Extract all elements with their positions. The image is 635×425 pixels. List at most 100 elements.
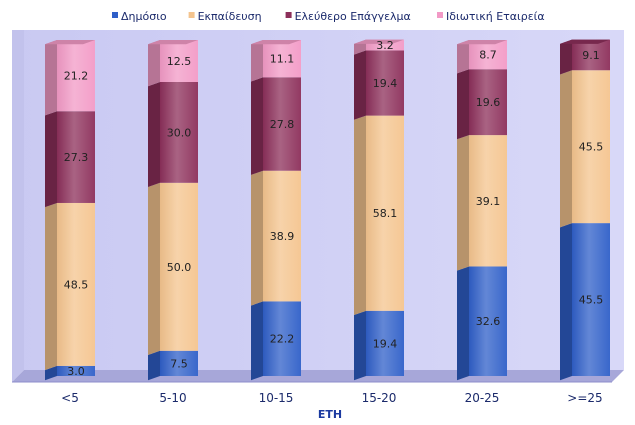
legend: Δημόσιο Εκπαίδευση Ελεύθερο Επάγγελμα Ιδιωτ…	[112, 10, 545, 23]
bar	[57, 365, 95, 376]
svg-text:7.5: 7.5	[170, 357, 188, 370]
bar-segment-4	[148, 40, 198, 87]
data-label: 45.5	[579, 294, 604, 307]
legend-swatch	[285, 12, 292, 18]
legend-swatch	[112, 12, 118, 18]
data-label: 45.5	[579, 141, 604, 154]
bar-segment-3	[45, 111, 95, 208]
bar	[57, 202, 95, 366]
legend-label: Εκπαίδευση	[198, 10, 262, 23]
bar-segment-2	[45, 202, 95, 371]
bar-segment-1	[45, 365, 95, 381]
x-axis: <5 5-10 10-15 15-20 20-25 >=25 ΕΤΗ	[61, 391, 603, 421]
bar-column-3	[251, 40, 301, 381]
x-tick-label: 5-10	[159, 391, 186, 405]
bar-segment-4	[251, 40, 301, 82]
bar	[263, 40, 301, 78]
bar	[160, 350, 198, 376]
svg-text:19.4: 19.4	[373, 337, 398, 350]
data-label: 30.0	[167, 126, 192, 139]
x-tick-label: 15-20	[362, 391, 397, 405]
legend-item-1: Δημόσιο	[112, 10, 167, 23]
legend-label: Δημόσιο	[121, 10, 167, 23]
bar-segment-1	[251, 301, 301, 381]
data-label: 58.1	[373, 207, 398, 220]
data-label: 27.8	[270, 118, 295, 131]
bar	[572, 39, 610, 71]
data-label: 38.9	[270, 230, 295, 243]
data-label: 39.1	[476, 195, 501, 208]
bar-top-cap	[560, 39, 610, 44]
x-axis-title: ΕΤΗ	[318, 408, 342, 421]
data-label: 19.4	[373, 77, 398, 90]
bar-segment-1	[560, 223, 610, 381]
x-tick-label: 10-15	[259, 391, 294, 405]
bar-segment-2	[560, 70, 610, 228]
svg-text:58.1: 58.1	[373, 207, 398, 220]
bar-top-cap	[457, 40, 507, 45]
legend-item-4: Ιδιωτική Εταιρεία	[437, 10, 545, 23]
data-label: 48.5	[64, 278, 89, 291]
bar-segment-3	[148, 82, 198, 187]
bar	[469, 40, 507, 70]
bar	[572, 223, 610, 376]
svg-text:21.2: 21.2	[64, 70, 89, 83]
bar	[160, 82, 198, 183]
svg-text:12.5: 12.5	[167, 55, 192, 68]
bar-segment-1	[354, 310, 404, 381]
legend-swatch	[437, 12, 443, 18]
data-label: 27.3	[64, 151, 89, 164]
data-label: 3.2	[376, 39, 394, 52]
bar	[263, 170, 301, 302]
x-tick-label: <5	[61, 391, 79, 405]
svg-text:3.2: 3.2	[376, 39, 394, 52]
svg-text:50.0: 50.0	[167, 261, 192, 274]
bar	[160, 40, 198, 82]
svg-text:38.9: 38.9	[270, 230, 295, 243]
bar-segment-4	[45, 40, 95, 116]
bar-column-4	[354, 39, 404, 381]
bar-segment-2	[251, 170, 301, 306]
svg-text:45.5: 45.5	[579, 141, 604, 154]
data-label: 12.5	[167, 55, 192, 68]
bar	[263, 301, 301, 376]
bar-column-1	[45, 40, 95, 381]
bar	[160, 182, 198, 351]
data-label: 32.6	[476, 315, 501, 328]
svg-text:27.3: 27.3	[64, 151, 89, 164]
bar-segment-2	[148, 182, 198, 355]
svg-text:19.6: 19.6	[476, 96, 501, 109]
bar	[469, 266, 507, 376]
bar-column-2	[148, 40, 198, 381]
bar-top-cap	[251, 40, 301, 45]
bar-column-6	[560, 39, 610, 381]
legend-swatch	[188, 12, 195, 18]
data-label: 11.1	[270, 53, 295, 66]
floor	[12, 370, 624, 382]
svg-text:39.1: 39.1	[476, 195, 501, 208]
svg-text:32.6: 32.6	[476, 315, 501, 328]
svg-text:11.1: 11.1	[270, 53, 295, 66]
bar-top-cap	[45, 40, 95, 45]
bar	[263, 77, 301, 171]
data-label: 21.2	[64, 70, 89, 83]
bar	[57, 40, 95, 112]
bar	[366, 115, 404, 311]
legend-label: Ιδιωτική Εταιρεία	[446, 10, 545, 23]
svg-text:3.0: 3.0	[67, 365, 85, 378]
bar	[572, 70, 610, 224]
bar-top-cap	[354, 39, 404, 44]
bar	[366, 50, 404, 116]
data-label: 19.4	[373, 337, 398, 350]
legend-label: Ελεύθερο Επάγγελμα	[295, 10, 411, 23]
bar-top-cap	[148, 40, 198, 45]
bar	[57, 111, 95, 203]
data-label: 50.0	[167, 261, 192, 274]
svg-text:48.5: 48.5	[64, 278, 89, 291]
data-labels: 3.0 48.5 27.3 21.2 7.5 50.0 30.0 12.5 22.2 38.9 27…	[64, 39, 604, 378]
svg-text:27.8: 27.8	[270, 118, 295, 131]
data-label: 22.2	[270, 333, 295, 346]
svg-text:45.5: 45.5	[579, 294, 604, 307]
